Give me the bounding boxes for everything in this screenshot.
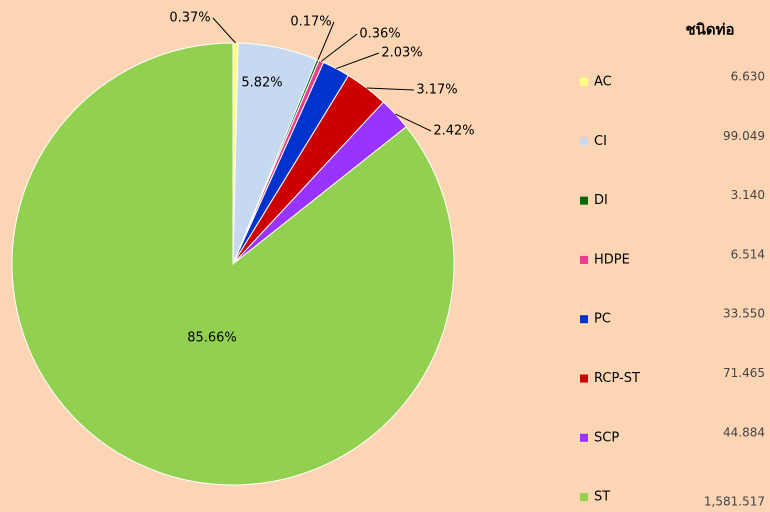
leader-line — [336, 52, 380, 70]
leader-line — [366, 87, 415, 91]
legend-swatch — [580, 315, 588, 324]
legend-title: ชนิดท่อ — [685, 21, 734, 39]
legend-value: 6.514 — [731, 247, 765, 261]
leader-line — [395, 113, 432, 132]
legend-value: 3.140 — [731, 188, 765, 202]
legend-label: AC — [594, 75, 612, 90]
data-label: 0.37% — [169, 11, 210, 26]
data-label: 2.03% — [381, 46, 422, 61]
leader-line — [317, 21, 335, 61]
legend-label: RCP-ST — [594, 371, 640, 386]
legend-swatch — [580, 137, 588, 146]
legend-label: SCP — [594, 430, 619, 445]
legend-label: ST — [594, 490, 610, 505]
legend-swatch — [580, 255, 588, 264]
legend-value: 33.550 — [723, 307, 765, 321]
data-label: 2.42% — [433, 124, 474, 139]
legend-swatch — [580, 374, 588, 383]
legend-label: HDPE — [594, 252, 630, 267]
legend-label: DI — [594, 193, 608, 208]
pie-slice — [11, 42, 455, 486]
data-label: 3.17% — [416, 83, 457, 98]
legend-swatch — [580, 433, 588, 442]
legend-label: PC — [594, 312, 611, 327]
data-label: 0.17% — [290, 15, 331, 30]
data-label: 0.36% — [359, 27, 400, 42]
data-label: 5.82% — [241, 76, 282, 91]
legend-value: 44.884 — [723, 425, 765, 439]
legend-swatch — [580, 196, 588, 205]
legend-value: 71.465 — [723, 366, 765, 380]
legend-swatch — [580, 78, 588, 86]
legend-value: 99.049 — [723, 129, 765, 143]
leader-line — [320, 33, 358, 62]
legend-swatch — [580, 493, 588, 502]
legend-value: 1,581.517 — [704, 495, 765, 509]
data-label: 85.66% — [187, 331, 237, 346]
leader-line — [212, 17, 236, 44]
legend-label: CI — [594, 134, 607, 149]
legend-value: 6.630 — [731, 70, 765, 84]
